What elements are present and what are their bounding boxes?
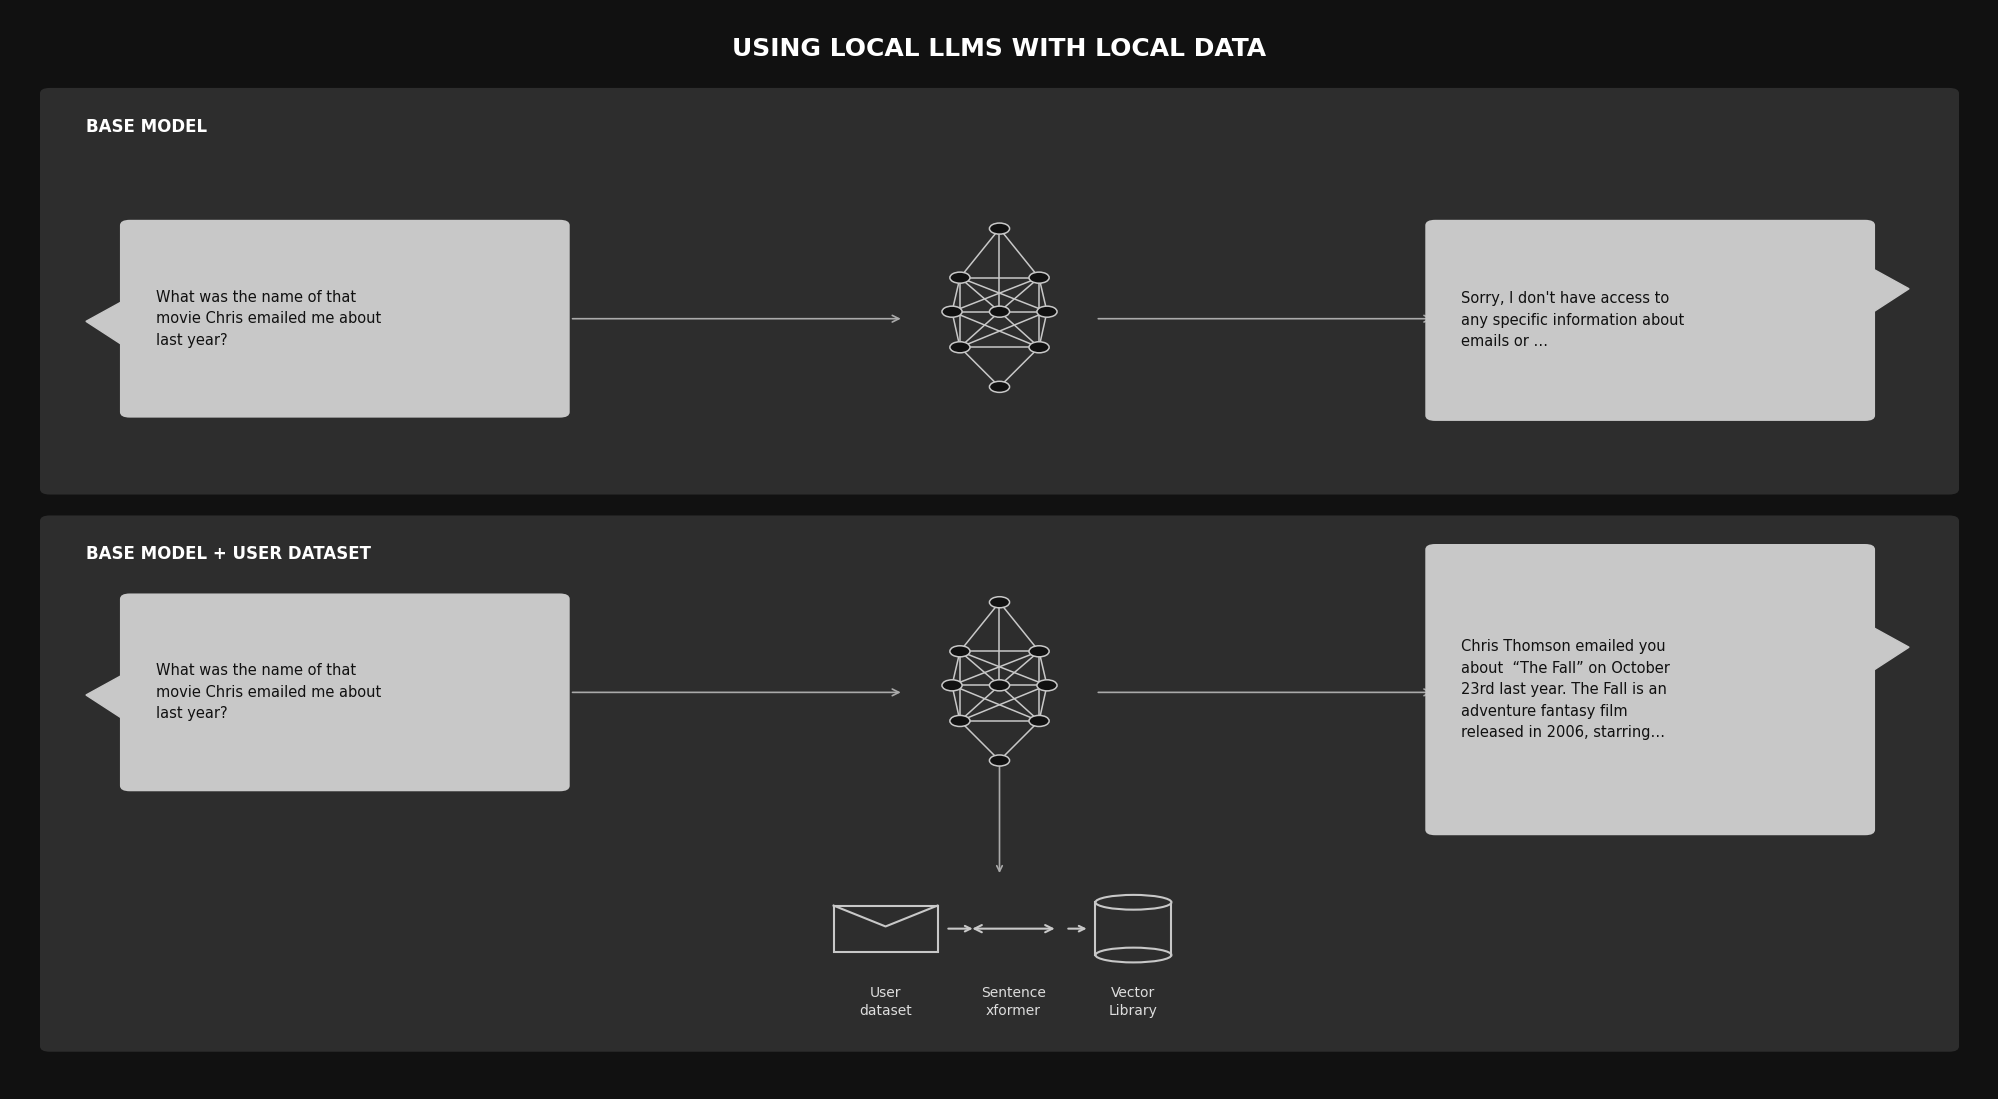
FancyBboxPatch shape — [120, 593, 569, 791]
Circle shape — [1029, 342, 1049, 353]
Text: Vector
Library: Vector Library — [1109, 986, 1157, 1018]
FancyBboxPatch shape — [40, 515, 1958, 1052]
Circle shape — [989, 755, 1009, 766]
Text: USING LOCAL LLMS WITH LOCAL DATA: USING LOCAL LLMS WITH LOCAL DATA — [731, 37, 1267, 62]
Polygon shape — [1864, 265, 1908, 318]
Circle shape — [1029, 715, 1049, 726]
FancyBboxPatch shape — [1425, 544, 1874, 835]
Circle shape — [989, 680, 1009, 691]
Polygon shape — [86, 670, 130, 723]
Circle shape — [1029, 646, 1049, 657]
Circle shape — [989, 597, 1009, 608]
Circle shape — [941, 680, 961, 691]
Circle shape — [949, 646, 969, 657]
FancyBboxPatch shape — [1425, 220, 1874, 421]
Circle shape — [989, 307, 1009, 318]
Text: BASE MODEL + USER DATASET: BASE MODEL + USER DATASET — [86, 545, 372, 563]
Circle shape — [949, 273, 969, 284]
Circle shape — [949, 715, 969, 726]
Circle shape — [941, 307, 961, 318]
Circle shape — [1037, 307, 1057, 318]
Circle shape — [989, 223, 1009, 234]
Ellipse shape — [1095, 895, 1171, 910]
Text: What was the name of that
movie Chris emailed me about
last year?: What was the name of that movie Chris em… — [156, 290, 382, 347]
Polygon shape — [86, 297, 130, 349]
Text: Chris Thomson emailed you
about  “The Fall” on October
23rd last year. The Fall : Chris Thomson emailed you about “The Fal… — [1461, 639, 1668, 741]
Circle shape — [1029, 273, 1049, 284]
Text: BASE MODEL: BASE MODEL — [86, 118, 208, 135]
Circle shape — [949, 342, 969, 353]
FancyBboxPatch shape — [40, 88, 1958, 495]
Polygon shape — [1864, 623, 1908, 676]
Circle shape — [989, 381, 1009, 392]
Text: User
dataset: User dataset — [859, 986, 911, 1018]
Text: Sorry, I don't have access to
any specific information about
emails or …: Sorry, I don't have access to any specif… — [1461, 291, 1684, 349]
Circle shape — [1037, 680, 1057, 691]
Text: Sentence
xformer: Sentence xformer — [981, 986, 1045, 1018]
Text: What was the name of that
movie Chris emailed me about
last year?: What was the name of that movie Chris em… — [156, 664, 382, 721]
FancyBboxPatch shape — [120, 220, 569, 418]
